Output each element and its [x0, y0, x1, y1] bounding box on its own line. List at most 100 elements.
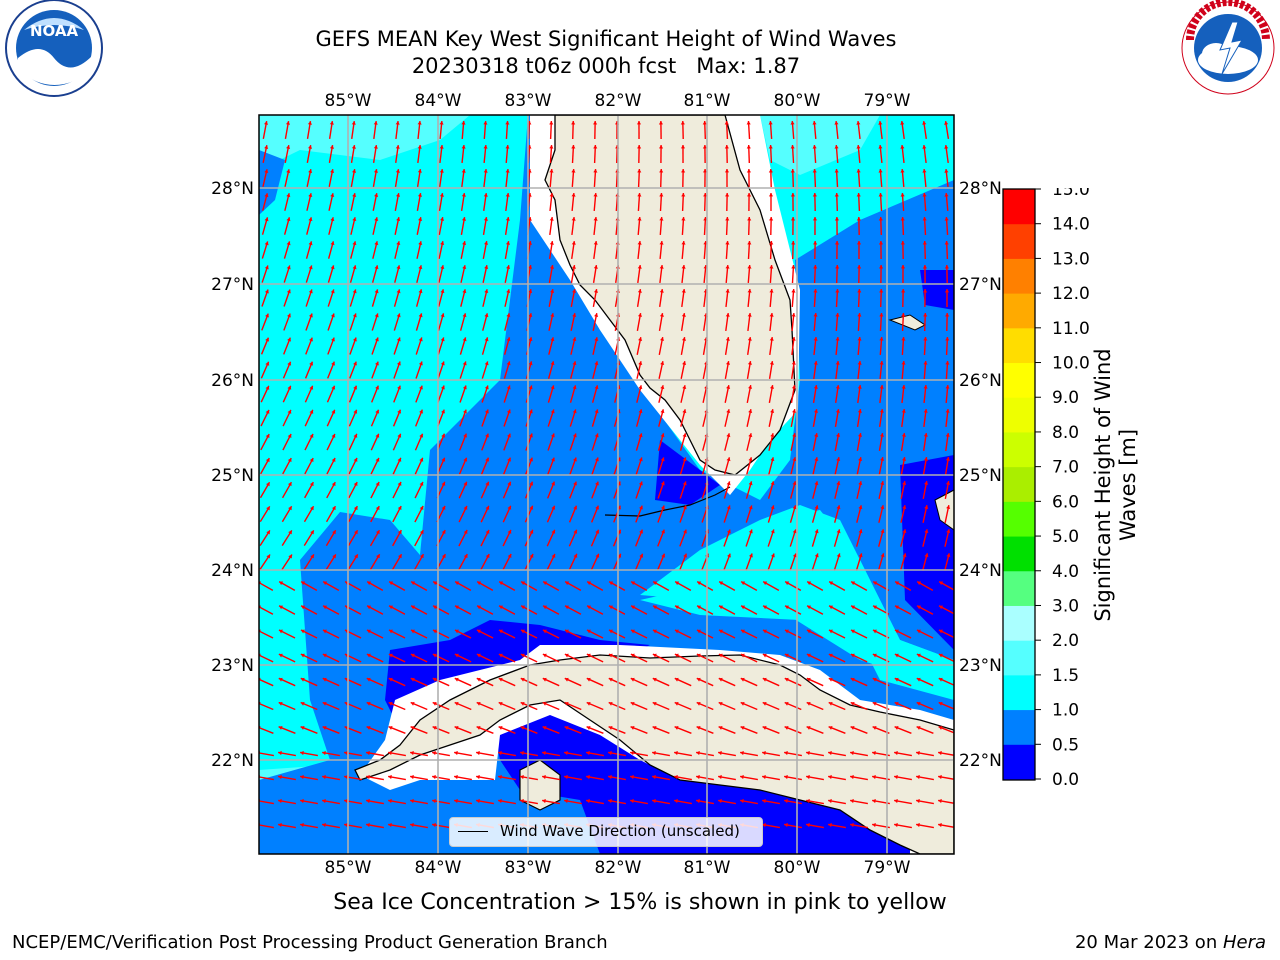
wave-direction-arrow — [344, 823, 362, 829]
wave-direction-arrow — [878, 481, 885, 499]
wave-direction-arrow — [300, 605, 318, 615]
wave-direction-arrow — [806, 605, 824, 615]
wave-direction-arrow — [327, 241, 335, 259]
wave-direction-arrow — [548, 241, 554, 259]
wave-direction-arrow — [745, 529, 753, 547]
wave-direction-arrow — [388, 629, 406, 639]
colorbar: 0.0 0.5 1.0 1.5 2.0 3.0 4.0 5.0 6.0 7.0 8.0 9.0 10.0… — [1002, 188, 1090, 788]
wave-direction-arrow — [900, 144, 905, 164]
colorbar-band — [1003, 327, 1035, 364]
wave-direction-arrow — [327, 313, 335, 331]
wave-direction-arrow — [454, 580, 472, 592]
wave-direction-arrow — [658, 313, 664, 331]
wave-direction-arrow — [590, 529, 600, 547]
wave-direction-arrow — [569, 433, 577, 451]
wave-direction-arrow — [520, 799, 538, 805]
wave-direction-arrow — [630, 775, 648, 781]
wave-direction-arrow — [520, 629, 538, 639]
wave-direction-arrow — [568, 553, 578, 571]
wave-direction-arrow — [833, 529, 841, 547]
wave-direction-arrow — [833, 505, 841, 523]
wave-direction-arrow — [745, 505, 753, 523]
wave-direction-arrow — [746, 433, 753, 451]
wave-direction-arrow — [593, 216, 598, 236]
wave-direction-arrow — [586, 726, 604, 734]
wave-direction-arrow — [938, 653, 954, 663]
wave-direction-arrow — [328, 169, 335, 187]
wave-direction-arrow — [369, 529, 381, 547]
wave-direction-arrow — [745, 481, 753, 499]
wave-direction-arrow — [762, 799, 780, 805]
wave-direction-arrow — [916, 580, 934, 592]
lat-tick-label-left: 27°N — [211, 275, 254, 295]
wave-direction-arrow — [659, 192, 664, 212]
wave-direction-arrow — [549, 120, 554, 140]
wave-direction-arrow — [460, 289, 467, 307]
wave-direction-arrow — [900, 120, 905, 140]
wave-direction-arrow — [916, 751, 934, 757]
wave-direction-arrow — [546, 481, 556, 499]
wave-direction-arrow — [454, 799, 472, 805]
wave-direction-arrow — [747, 240, 752, 260]
wave-direction-arrow — [328, 145, 335, 163]
wave-direction-arrow — [520, 775, 538, 781]
wave-direction-arrow — [437, 313, 445, 331]
wave-direction-arrow — [834, 481, 841, 499]
wave-direction-arrow — [922, 216, 927, 236]
wave-direction-arrow — [300, 775, 318, 781]
wave-direction-arrow — [283, 265, 291, 283]
wave-direction-arrow — [608, 726, 626, 734]
wave-direction-arrow — [916, 823, 934, 829]
wave-direction-arrow — [281, 554, 293, 570]
wave-direction-arrow — [878, 433, 884, 451]
wave-direction-arrow — [388, 701, 406, 711]
wave-direction-arrow — [503, 385, 511, 403]
wave-direction-arrow — [652, 605, 670, 615]
lon-tick-label: 84°W — [415, 91, 462, 111]
colorbar-band — [1003, 709, 1035, 745]
wave-direction-arrow — [938, 580, 954, 591]
wave-direction-arrow — [410, 605, 428, 615]
wave-direction-arrow — [613, 481, 621, 499]
wave-direction-arrow — [790, 433, 797, 451]
wave-direction-arrow — [806, 701, 824, 711]
wave-direction-arrow — [828, 677, 846, 687]
lon-tick-label: 84°W — [415, 858, 462, 878]
wave-direction-arrow — [476, 799, 494, 805]
wave-direction-arrow — [410, 580, 428, 592]
wave-direction-arrow — [438, 241, 445, 259]
wave-direction-arrow — [850, 751, 868, 757]
wave-direction-arrow — [834, 216, 840, 236]
wave-direction-arrow — [520, 605, 538, 615]
wave-direction-arrow — [828, 799, 846, 805]
wave-direction-arrow — [520, 726, 538, 734]
wave-direction-arrow — [416, 241, 423, 259]
wave-direction-arrow — [746, 192, 752, 212]
wave-direction-arrow — [834, 144, 839, 164]
wave-direction-arrow — [438, 289, 445, 307]
wave-direction-arrow — [922, 240, 927, 260]
wave-direction-arrow — [746, 336, 752, 356]
wave-direction-arrow — [570, 361, 577, 379]
wave-direction-arrow — [681, 264, 686, 284]
wave-direction-arrow — [635, 409, 643, 427]
wave-direction-arrow — [504, 289, 511, 307]
wave-direction-arrow — [806, 726, 824, 734]
wave-direction-arrow — [590, 505, 600, 523]
wave-direction-arrow — [350, 217, 357, 235]
colorbar-band — [1003, 223, 1035, 259]
wave-direction-arrow — [894, 580, 912, 592]
wave-direction-arrow — [812, 216, 818, 236]
wave-direction-arrow — [856, 144, 861, 164]
wave-direction-arrow — [812, 457, 819, 475]
wave-direction-arrow — [806, 653, 824, 663]
wave-direction-arrow — [613, 505, 621, 523]
wave-direction-arrow — [592, 265, 598, 283]
wave-direction-arrow — [696, 580, 714, 592]
wave-direction-arrow — [834, 409, 840, 427]
wave-direction-arrow — [630, 605, 648, 615]
wave-direction-arrow — [769, 312, 774, 332]
wave-direction-arrow — [278, 580, 296, 592]
wave-direction-arrow — [371, 313, 379, 331]
wave-band-0-0-0-5-grand-bahama — [920, 270, 954, 310]
